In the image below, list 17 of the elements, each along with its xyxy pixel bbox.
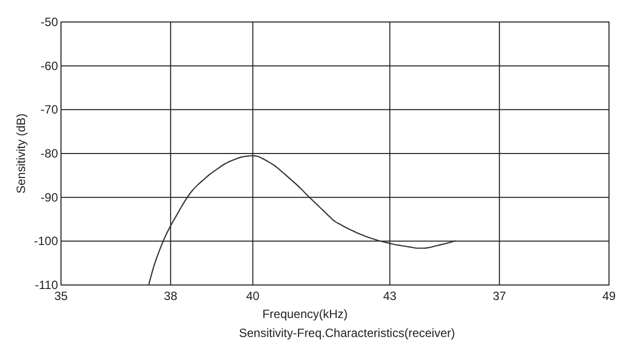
y-tick-label: -70 xyxy=(40,102,58,117)
y-tick-label: -50 xyxy=(40,15,58,29)
y-tick-label: -80 xyxy=(40,146,58,160)
x-tick-label: 35 xyxy=(54,289,68,303)
x-tick-label: 40 xyxy=(246,289,260,303)
y-tick-label: -100 xyxy=(34,234,58,248)
y-tick-label: -60 xyxy=(40,58,58,73)
y-tick-label: -110 xyxy=(34,278,58,292)
line-series xyxy=(148,155,456,286)
text: Sensitivity-Freq.Characteristics(receiver) xyxy=(238,326,456,340)
x-axis-title: Frequency(kHz) xyxy=(262,307,348,321)
y-axis-title: Sensitivity (dB) xyxy=(14,113,28,194)
y-tick-label: -90 xyxy=(40,190,58,204)
x-tick-label: 49 xyxy=(602,289,616,303)
x-tick-label: 37 xyxy=(492,289,506,303)
x-tick-label: 43 xyxy=(383,289,397,303)
x-tick-label: 38 xyxy=(164,289,178,303)
